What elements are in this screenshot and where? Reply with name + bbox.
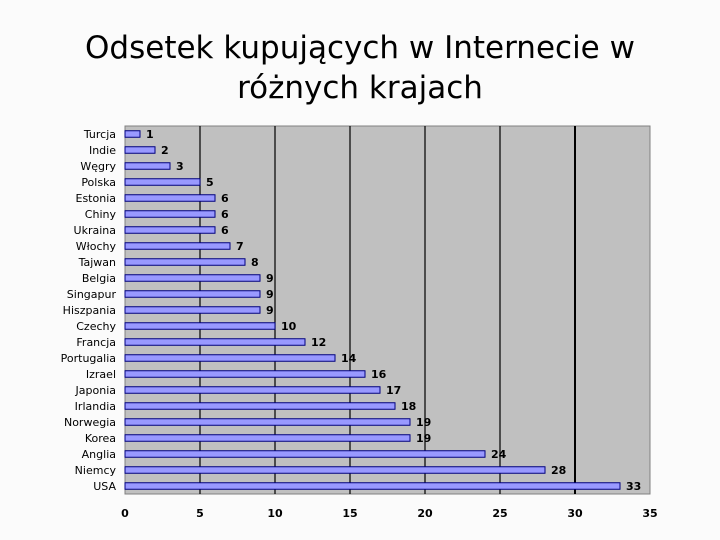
bar: [124, 178, 201, 186]
slide-title: Odsetek kupujących w Internecie w różnyc…: [85, 30, 635, 106]
category-label: Estonia: [76, 192, 117, 205]
category-label: Hiszpania: [63, 304, 116, 317]
value-label: 18: [401, 400, 416, 413]
value-label: 12: [311, 336, 326, 349]
category-label: Singapur: [67, 288, 117, 301]
bar: [124, 130, 141, 138]
x-tick-label: 5: [196, 507, 204, 520]
category-label: Norwegia: [64, 416, 116, 429]
value-label: 9: [266, 272, 274, 285]
value-label: 5: [206, 176, 214, 189]
bar: [124, 402, 396, 410]
category-label: Irlandia: [75, 400, 116, 413]
category-label: Chiny: [85, 208, 117, 221]
value-label: 6: [221, 208, 229, 221]
bar: [124, 370, 366, 378]
category-label: Portugalia: [61, 352, 116, 365]
value-label: 6: [221, 224, 229, 237]
category-label: Czechy: [76, 320, 116, 333]
category-label: Izrael: [86, 368, 116, 381]
category-label: Turcja: [83, 128, 116, 141]
x-tick-label: 25: [492, 507, 507, 520]
value-label: 7: [236, 240, 244, 253]
bar: [124, 450, 486, 458]
value-label: 16: [371, 368, 387, 381]
bar: [124, 386, 381, 394]
x-tick-label: 20: [417, 507, 433, 520]
value-label: 6: [221, 192, 229, 205]
category-label: Belgia: [82, 272, 116, 285]
category-label: Włochy: [76, 240, 117, 253]
value-label: 33: [626, 480, 641, 493]
value-label: 19: [416, 432, 431, 445]
x-tick-label: 10: [267, 507, 283, 520]
bar: [124, 482, 621, 490]
category-label: Tajwan: [78, 256, 116, 269]
x-tick-label: 15: [342, 507, 357, 520]
value-label: 24: [491, 448, 507, 461]
bar: [124, 226, 216, 234]
value-label: 9: [266, 288, 274, 301]
category-label: USA: [93, 480, 116, 493]
bar: [124, 210, 216, 218]
bar: [124, 258, 246, 266]
bar: [124, 274, 261, 282]
bar: [124, 290, 261, 298]
x-tick-label: 30: [567, 507, 583, 520]
bar: [124, 434, 411, 442]
bar: [124, 466, 546, 474]
bar: [124, 306, 261, 314]
value-label: 10: [281, 320, 297, 333]
category-label: Ukraina: [74, 224, 116, 237]
bar: [124, 354, 336, 362]
category-label: Francja: [76, 336, 116, 349]
value-label: 3: [176, 160, 184, 173]
x-tick-label: 35: [642, 507, 657, 520]
category-label: Węgry: [80, 160, 116, 173]
category-label: Korea: [85, 432, 116, 445]
x-tick-label: 0: [121, 507, 129, 520]
bar: [124, 322, 276, 330]
value-label: 28: [551, 464, 566, 477]
value-label: 1: [146, 128, 154, 141]
bar: [124, 194, 216, 202]
bar: [124, 338, 306, 346]
value-label: 14: [341, 352, 357, 365]
category-label: Japonia: [75, 384, 116, 397]
category-label: Niemcy: [75, 464, 117, 477]
category-label: Anglia: [82, 448, 116, 461]
bar: [124, 162, 171, 170]
value-label: 8: [251, 256, 259, 269]
value-label: 9: [266, 304, 274, 317]
value-label: 19: [416, 416, 431, 429]
bar: [124, 242, 231, 250]
bar: [124, 418, 411, 426]
category-label: Polska: [81, 176, 116, 189]
bar: [124, 146, 156, 154]
value-label: 17: [386, 384, 401, 397]
category-label: Indie: [89, 144, 116, 157]
value-label: 2: [161, 144, 169, 157]
